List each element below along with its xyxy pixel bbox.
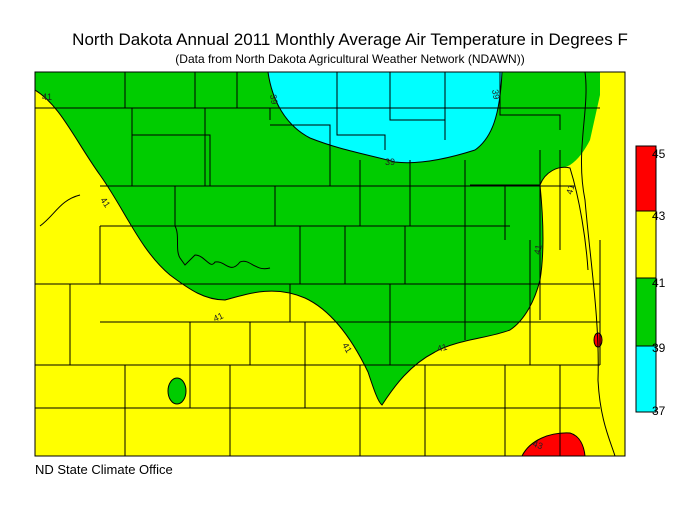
- contour-label: 41: [436, 342, 448, 354]
- contour-label: 41: [564, 183, 576, 195]
- zone-41-43-east: [470, 167, 600, 456]
- contour-label: 39: [490, 89, 502, 101]
- legend-tick-label: 39: [652, 341, 666, 355]
- map-subtitle: (Data from North Dakota Agricultural Wea…: [175, 52, 525, 66]
- contour-label: 39: [268, 94, 280, 106]
- contour-label: 41: [42, 92, 52, 102]
- legend-tick-label: 41: [652, 276, 666, 290]
- map-title: North Dakota Annual 2011 Monthly Average…: [72, 30, 628, 49]
- contour-label: 41: [98, 195, 112, 209]
- contour-label: 41: [212, 311, 225, 324]
- legend-tick-label: 45: [652, 147, 666, 161]
- zone-37-39: [268, 72, 502, 163]
- legend-tick-label: 37: [652, 404, 666, 418]
- credit-text: ND State Climate Office: [35, 462, 173, 477]
- contour-label: 39: [385, 157, 395, 167]
- contour-labels: 41 39 39 39 41 41 41 41 41 41 43: [42, 89, 577, 452]
- legend: 45 43 41 39 37: [635, 145, 666, 418]
- contour-39: [267, 72, 503, 164]
- contour-41-east: [539, 166, 589, 271]
- zone-39-41-spot: [167, 377, 187, 405]
- contour-label: 43: [531, 438, 544, 451]
- legend-tick-label: 43: [652, 209, 666, 223]
- contour-label: 41: [532, 244, 544, 256]
- legend-bin: [635, 345, 657, 413]
- contour-label: 41: [340, 341, 354, 355]
- state-outline: [34, 71, 626, 457]
- county-boundaries: [35, 72, 616, 456]
- zone-43-45-south: [521, 432, 586, 456]
